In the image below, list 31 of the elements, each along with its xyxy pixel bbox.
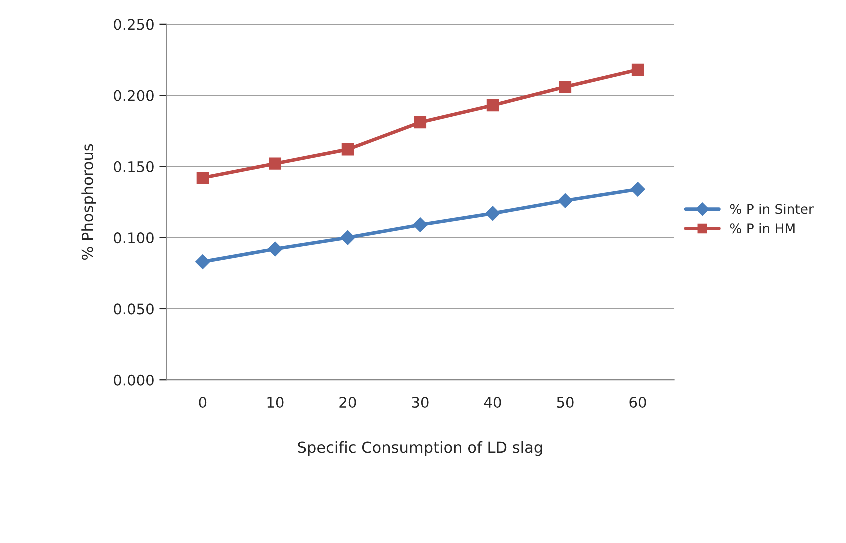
- y-tick-label: 0.000: [114, 374, 154, 386]
- y-tick-label: 0.150: [114, 161, 154, 172]
- point: [559, 80, 572, 94]
- point: [342, 144, 354, 156]
- y-axis-title: % Phosphorous: [82, 144, 96, 260]
- legend-label: % P in HM: [730, 223, 795, 234]
- x-tick-label: 10: [268, 397, 284, 408]
- x-tick-label: 40: [484, 397, 502, 408]
- point: [632, 64, 644, 76]
- point: [196, 254, 210, 270]
- x-tick-label: 20: [340, 397, 356, 408]
- point: [340, 230, 356, 246]
- point: [486, 99, 500, 112]
- point: [269, 158, 282, 170]
- y-tick-label: 0.250: [114, 19, 154, 30]
- y-tick-label: 0.050: [114, 304, 154, 315]
- y-tick-label: 0.200: [114, 90, 154, 102]
- x-axis-title: Specific Consumption of LD slag: [298, 441, 542, 456]
- x-tick-label: 60: [630, 397, 646, 408]
- x-tick-label: 50: [557, 397, 574, 408]
- x-tick-label: 30: [412, 397, 429, 408]
- point: [413, 218, 428, 232]
- point: [268, 242, 283, 257]
- y-tick-label: 0.100: [114, 232, 154, 244]
- legend-label: % P in Sinter: [730, 204, 814, 214]
- point: [558, 193, 573, 208]
- point: [630, 182, 646, 197]
- point: [196, 172, 209, 184]
- point: [414, 116, 427, 129]
- point: [486, 206, 500, 222]
- x-tick-label: 0: [199, 397, 207, 408]
